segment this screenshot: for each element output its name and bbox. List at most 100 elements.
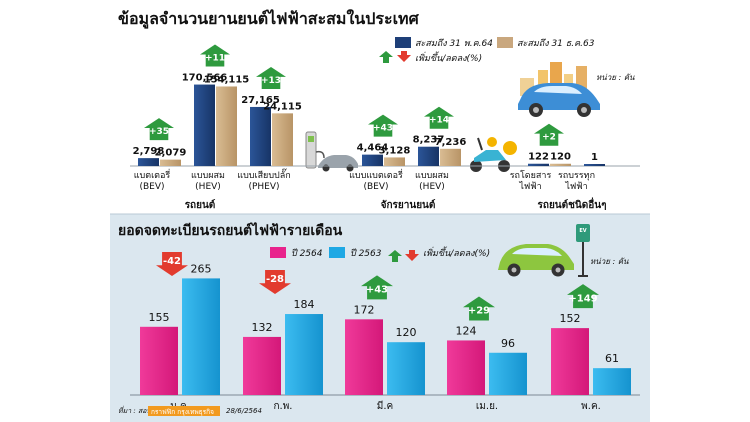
legend-label-2563: ปี 2563 [350, 248, 382, 259]
value-label-hev-car-dec63: 154,115 [204, 74, 250, 85]
change-arrow-month-1: -28 [259, 270, 291, 295]
change-arrow-bev-car: +35 [144, 118, 174, 141]
change-arrow-month-3-label: +29 [468, 306, 490, 317]
change-arrow-bus-shape [534, 123, 564, 146]
value-label-month-3-2563: 96 [501, 337, 515, 350]
change-arrow-hev-motorcycle: +14 [424, 106, 454, 129]
value-label-month-0-2564: 155 [149, 311, 170, 324]
group-label-motorcycles: จักรยานยนต์ [381, 199, 436, 211]
legend-swatch-dec63 [497, 37, 513, 48]
bar-bev-motorcycle-may64 [362, 154, 383, 166]
bar-bev-motorcycle-dec63 [384, 157, 405, 166]
category-label-line: (BEV) [139, 182, 164, 192]
category-label-line: ไฟฟ้า [518, 181, 541, 192]
category-label-bev-car: แบตเตอรี่(BEV) [134, 168, 171, 192]
top-panel-bg [0, 0, 750, 214]
category-label-hev-car: แบบผสม(HEV) [191, 171, 225, 192]
change-arrow-hev-motorcycle-shape [424, 106, 454, 129]
change-arrow-month-4-shape [567, 284, 599, 309]
bar-month-1-2564 [243, 336, 281, 395]
legend2-change-label: เพิ่มขึ้น/ลดลง(%) [423, 246, 490, 259]
category-label-line: แบตเตอรี่ [134, 168, 171, 181]
bar-bus-dec63 [550, 163, 571, 166]
legend-swatch-2564 [270, 247, 286, 258]
bar-hev-car-may64 [194, 84, 215, 166]
bar-truck-may64 [584, 163, 605, 166]
bar-month-0-2563 [182, 278, 220, 395]
group-label-cars: รถยนต์ [185, 199, 216, 211]
change-arrow-month-2-label: +43 [366, 285, 388, 296]
value-label-phev-car-may64: 27,165 [241, 95, 280, 106]
ev-car-illustration: EV [498, 224, 590, 277]
bar-month-2-2563 [387, 342, 425, 395]
category-label-line: แบบผสม [191, 171, 225, 181]
bar-phev-car-dec63 [272, 113, 293, 166]
category-label-line: (BEV) [363, 182, 388, 192]
legend-swatch-2563 [329, 247, 345, 258]
value-label-month-0-2563: 265 [191, 262, 212, 275]
bar-hev-motorcycle-may64 [418, 146, 439, 166]
change-arrow-phev-car-label: +13 [261, 76, 281, 86]
bar-hev-motorcycle-dec63 [440, 148, 461, 166]
bar-hev-car-dec63 [216, 86, 237, 166]
change-arrow-hev-motorcycle-label: +14 [429, 116, 449, 126]
category-label-bev-motorcycle: แบบแบตเตอรี่(BEV) [349, 168, 403, 192]
value-label-month-2-2564: 172 [354, 303, 375, 316]
svg-text:EV: EV [579, 228, 586, 234]
category-label-line: แบบผสม [415, 171, 449, 181]
change-arrow-phev-car: +13 [256, 66, 286, 89]
legend-label-dec63: สะสมถึง 31 ธ.ค.63 [517, 38, 595, 49]
value-label-hev-car-may64: 170,566 [182, 73, 228, 84]
source-date: 28/6/2564 [226, 407, 262, 415]
category-label-hev-motorcycle: แบบผสม(HEV) [415, 171, 449, 192]
value-label-hev-motorcycle-dec63: 7,236 [435, 137, 467, 148]
change-arrow-bev-car-label: +35 [149, 127, 169, 137]
legend2-down-arrow-icon [405, 250, 419, 261]
bottom-title: ยอดจดทะเบียนรถยนต์ไฟฟ้ารายเดือน [118, 221, 343, 239]
change-arrow-month-4: +149 [567, 284, 599, 309]
category-label-phev-car: แบบเสียบปลั๊ก(PHEV) [237, 168, 290, 192]
bottom-unit-label: หน่วย : คัน [590, 257, 629, 266]
source-credit-label: กราฟฟิก กรุงเทพธุรกิจ [151, 408, 214, 416]
top-chart-marks: 2,7982,079+35แบตเตอรี่(BEV)170,566154,11… [130, 44, 640, 192]
change-arrow-hev-car-label: +11 [205, 53, 225, 63]
source-credit-badge [148, 406, 220, 416]
bar-month-2-2564 [345, 319, 383, 395]
category-label-truck: รถบรรทุกไฟฟ้า [558, 171, 595, 192]
value-label-bev-car-dec63: 2,079 [155, 148, 187, 159]
month-label-4: พ.ค. [581, 401, 601, 412]
change-arrow-month-4-label: +149 [568, 293, 597, 304]
change-arrow-bev-motorcycle: +43 [368, 114, 398, 137]
value-label-phev-car-dec63: 24,115 [263, 101, 302, 112]
group-label-other: รถยนต์ชนิดอื่นๆ [538, 197, 607, 211]
category-label-line: ไฟฟ้า [564, 181, 587, 192]
value-label-month-4-2563: 61 [605, 352, 619, 365]
value-label-bev-motorcycle-may64: 4,464 [357, 143, 389, 154]
bar-bev-car-may64 [138, 158, 159, 166]
category-label-bus: รถโดยสารไฟฟ้า [510, 170, 552, 192]
charger-car-illustration [305, 131, 358, 172]
top-title: ข้อมูลจำนวนยานยนต์ไฟฟ้าสะสมในประเทศ [118, 9, 420, 30]
month-label-3: เม.ย. [476, 401, 498, 412]
change-arrow-month-1-label: -28 [266, 274, 284, 285]
value-label-month-2-2563: 120 [396, 326, 417, 339]
bar-bus-may64 [528, 163, 549, 166]
change-arrow-bev-car-shape [144, 118, 174, 141]
change-arrow-month-0-shape [156, 252, 188, 276]
bar-month-4-2564 [551, 328, 589, 395]
category-label-line: รถบรรทุก [558, 171, 595, 181]
scooter-illustration [470, 137, 517, 172]
change-arrow-bus: +2 [534, 123, 564, 146]
source-label: ที่มา : สอท. [118, 405, 153, 415]
legend2-up-arrow-icon [388, 250, 402, 262]
bar-month-0-2564 [140, 326, 178, 395]
change-arrow-bus-label: +2 [542, 133, 556, 143]
change-arrow-month-1-shape [259, 270, 291, 295]
bar-month-1-2563 [285, 314, 323, 395]
value-label-month-4-2564: 152 [560, 312, 581, 325]
bar-month-4-2563 [593, 368, 631, 395]
bar-month-3-2564 [447, 340, 485, 395]
change-arrow-month-3-shape [463, 296, 495, 321]
